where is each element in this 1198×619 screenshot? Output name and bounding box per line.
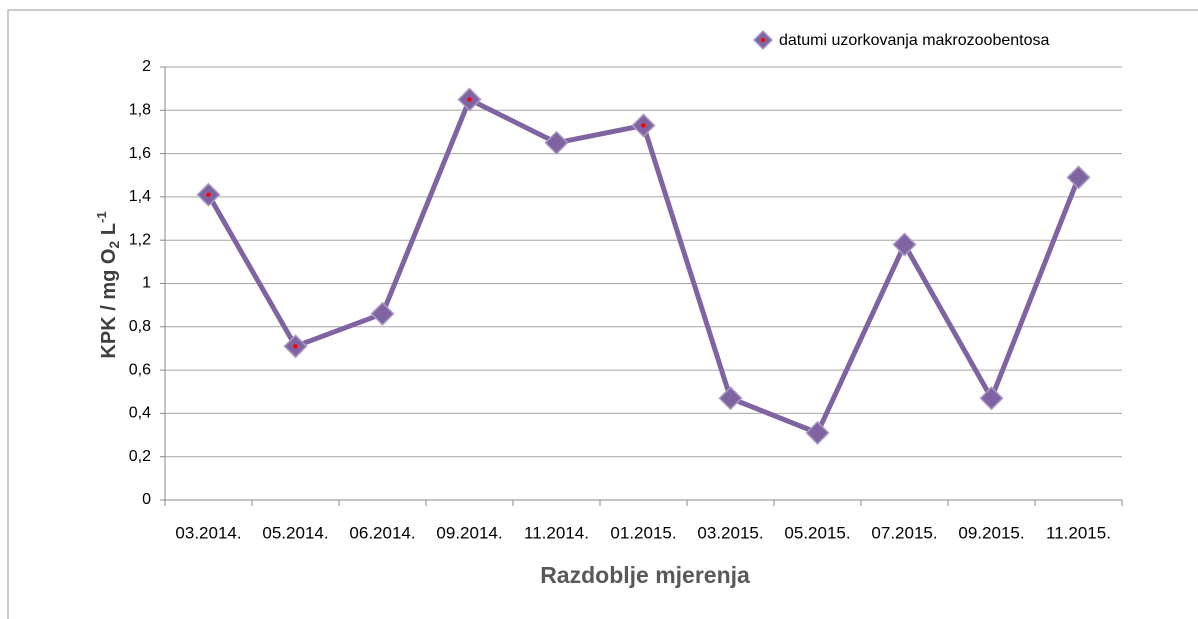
x-tick-label: 11.2014. (524, 523, 589, 542)
y-title-sub: 2 (106, 241, 122, 249)
point-dot (467, 97, 472, 102)
x-tick-label: 05.2015. (784, 523, 850, 542)
y-tick-label: 1,8 (129, 102, 151, 119)
point-dot (293, 344, 298, 349)
x-tick-label: 03.2014. (175, 523, 241, 542)
x-tick-label: 09.2014. (436, 523, 502, 542)
legend-dot (761, 38, 765, 42)
point-marker (544, 130, 569, 155)
x-tick-label: 11.2015. (1046, 523, 1111, 542)
legend-label: datumi uzorkovanja makrozoobentosa (779, 32, 1049, 49)
x-axis-title: Razdoblje mjerenja (540, 562, 750, 588)
point-marker (979, 386, 1004, 411)
point-marker (370, 301, 395, 326)
y-tick-label: 1,4 (129, 188, 151, 205)
y-tick-label: 1,6 (129, 145, 151, 162)
series-line (206, 96, 1081, 436)
x-tick-label: 09.2015. (958, 523, 1024, 542)
y-title-part: L (98, 223, 120, 241)
x-tick-label: 05.2014. (262, 523, 328, 542)
y-tick-label: 0,4 (129, 405, 151, 422)
y-title-sup: -1 (94, 211, 109, 223)
y-tick-label: 1,2 (129, 231, 151, 248)
y-tick-label: 0,8 (129, 318, 151, 335)
x-tick-label: 07.2015. (871, 523, 937, 542)
y-tick-label: 0,6 (129, 361, 151, 378)
y-tick-label: 2 (142, 58, 151, 75)
point-dot (641, 123, 646, 128)
point-marker (1066, 165, 1091, 190)
y-tick-label: 0 (142, 491, 151, 508)
y-title-part: KPK / mg O (98, 249, 120, 359)
y-axis-title: KPK / mg O2 L-1 (94, 211, 121, 358)
x-tick-label: 03.2015. (697, 523, 763, 542)
x-tick-label: 06.2014. (349, 523, 415, 542)
point-marker (892, 232, 917, 257)
y-tick-label: 0,2 (129, 448, 151, 465)
y-tick-label: 1 (142, 275, 151, 292)
x-tick-label: 01.2015. (610, 523, 676, 542)
point-marker (805, 420, 830, 445)
point-marker (718, 386, 743, 411)
chart-frame (7, 9, 1198, 619)
point-dot (206, 192, 211, 197)
